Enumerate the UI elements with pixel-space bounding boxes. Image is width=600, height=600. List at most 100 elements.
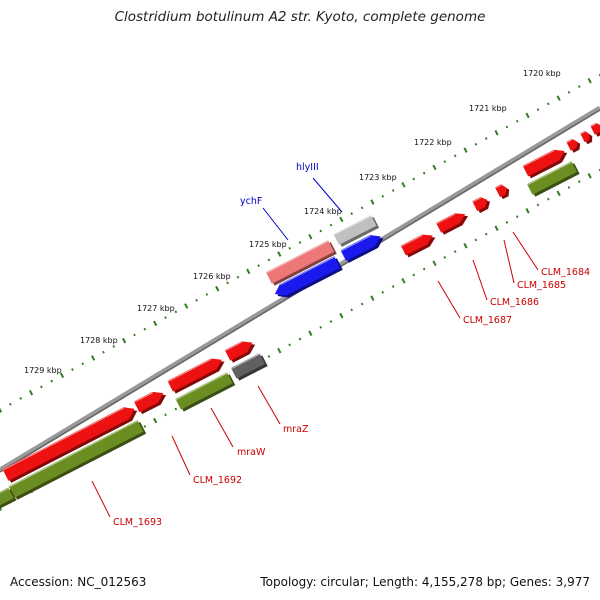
gene-clm-1686[interactable] (436, 209, 470, 236)
scale-tick (587, 173, 592, 179)
scale-tick (556, 190, 561, 197)
gene-reverse-edge[interactable] (0, 487, 17, 509)
scale-tick (174, 407, 178, 411)
scale-tick (329, 320, 333, 323)
scale-tick (143, 327, 147, 331)
scale-tick (505, 221, 509, 224)
gene-label: CLM_1692 (193, 475, 242, 486)
scale-tick (339, 312, 344, 319)
gene-clm-1683[interactable] (522, 145, 570, 179)
callout-line (91, 480, 111, 518)
scale-tick (515, 119, 519, 123)
scale-tick (267, 355, 271, 358)
scale-tick (319, 325, 322, 329)
scale-label: 1722 kbp (414, 138, 452, 147)
gene-clm-1680[interactable] (590, 121, 600, 138)
scale-tick (288, 343, 291, 347)
scale-tick (536, 203, 540, 207)
callout-line (262, 207, 289, 241)
gene-clm-1693[interactable] (2, 402, 141, 483)
scale-labels: 1720 kbp 1721 kbp 1722 kbp 1723 kbp 1724 kbp… (24, 69, 561, 375)
scale-tick (277, 251, 282, 257)
scale-label: 1728 kbp (80, 336, 118, 345)
callout-line (171, 435, 191, 476)
gene-label: ychF (240, 196, 262, 207)
gene-clm-1687[interactable] (400, 230, 438, 258)
gene-reverse-3[interactable] (527, 161, 580, 198)
scale-label: 1729 kbp (24, 366, 62, 375)
scale-tick (525, 208, 530, 214)
scale-tick (578, 85, 581, 88)
scale-tick (401, 181, 406, 188)
scale-tick (578, 180, 581, 184)
scale-label: 1721 kbp (469, 104, 507, 113)
scale-tick (122, 337, 127, 344)
gene-label: CLM_1685 (517, 280, 566, 291)
scale-tick (401, 277, 406, 284)
scale-tick (370, 199, 375, 205)
scale-tick (153, 417, 158, 424)
scale-tick (174, 310, 178, 314)
gene-label: CLM_1687 (463, 315, 512, 326)
callout-line (210, 407, 234, 448)
gene-callouts: CLM_1684 CLM_1685 CLM_1686 CLM_1687 mraZ mraW… (91, 162, 590, 528)
gene-mraz[interactable] (224, 337, 258, 364)
gene-clm-1682[interactable] (566, 137, 582, 154)
scale-tick (0, 407, 3, 413)
gene-clm-1692[interactable] (133, 387, 169, 415)
gene-blue-2[interactable] (340, 230, 387, 263)
gene-gray[interactable] (231, 353, 268, 382)
scale-tick (432, 260, 437, 267)
gene-clm-1684[interactable] (495, 182, 512, 200)
scale-tick (0, 505, 3, 511)
scale-tick (453, 154, 457, 158)
scale-tick (184, 303, 189, 309)
scale-tick (360, 206, 364, 210)
scale-tick (453, 250, 457, 253)
gene-reverse-2[interactable] (175, 372, 236, 413)
callout-line (312, 177, 343, 213)
callout-line (503, 239, 515, 284)
scale-tick (567, 90, 571, 94)
scale-tick (195, 298, 198, 302)
scale-tick (308, 233, 313, 240)
scale-tick (267, 258, 271, 262)
scale-tick (205, 293, 209, 296)
scale-tick (360, 302, 364, 306)
scale-tick (164, 413, 167, 417)
scale-tick (412, 273, 416, 277)
scale-tick (350, 212, 354, 216)
scale-tick (71, 368, 74, 371)
gene-clm-1681[interactable] (580, 129, 594, 145)
gene-clm-1685[interactable] (472, 194, 492, 214)
scale-tick (298, 241, 302, 244)
gene-label: CLM_1684 (541, 267, 590, 278)
scale-tick (494, 225, 499, 232)
scale-tick (587, 78, 592, 84)
scale-tick (298, 337, 302, 341)
scale-tick (381, 290, 385, 294)
scale-tick (484, 137, 488, 140)
scale-tick (443, 160, 447, 164)
scale-tick (277, 347, 282, 354)
map-title: Clostridium botulinum A2 str. Kyoto, com… (114, 9, 486, 25)
gene-reverse-1[interactable] (8, 419, 147, 500)
scale-tick (9, 402, 12, 406)
scale-tick (370, 295, 375, 301)
gene-mraw[interactable] (167, 354, 227, 395)
gene-hlyiii[interactable] (333, 214, 380, 247)
scale-tick (308, 330, 313, 336)
scale-tick (412, 177, 416, 181)
gene-label: mraW (237, 447, 266, 458)
gene-blue-1[interactable] (272, 256, 343, 303)
callout-line (437, 280, 461, 319)
scale-tick (164, 316, 167, 319)
scale-tick (143, 425, 147, 428)
callout-line (472, 259, 488, 301)
gene-ychf[interactable] (265, 240, 337, 287)
scale-tick (133, 333, 136, 337)
gene-label: CLM_1686 (490, 297, 539, 308)
outer-scale-ticks (0, 73, 600, 413)
